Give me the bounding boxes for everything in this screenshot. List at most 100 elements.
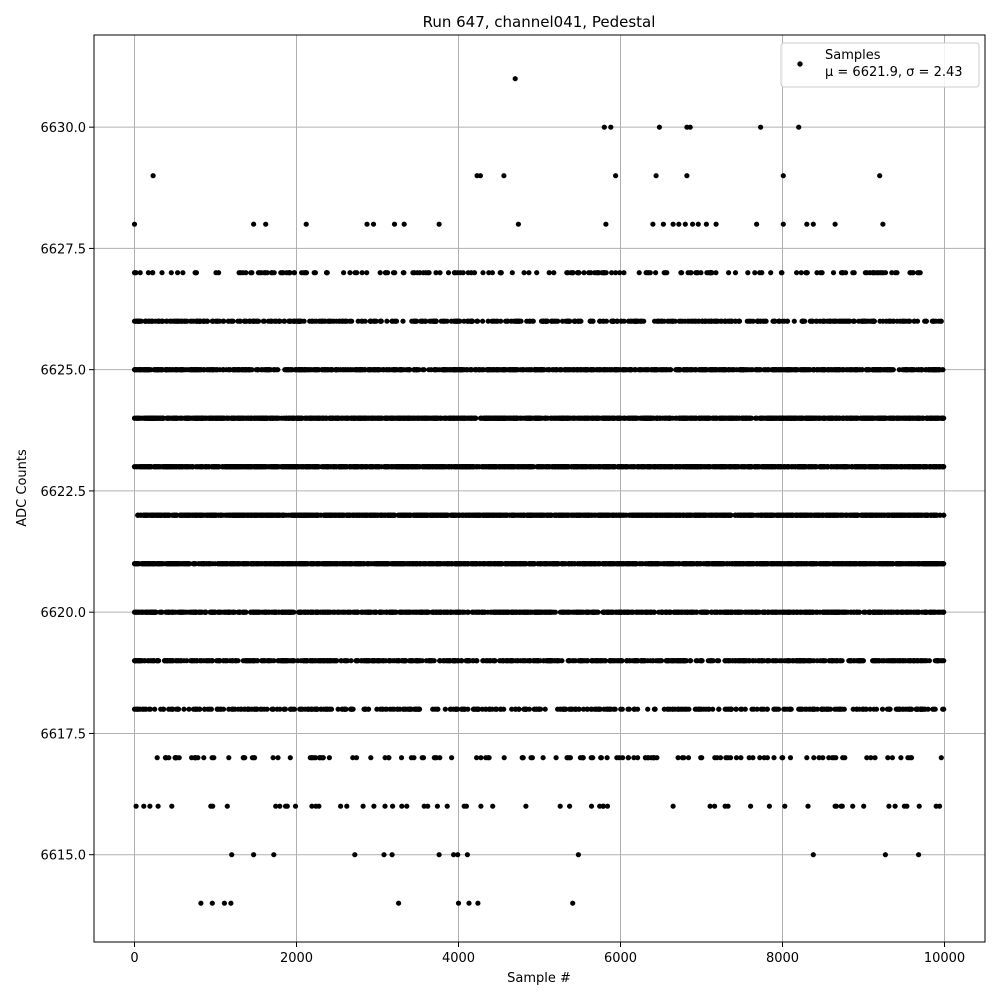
data-point	[916, 415, 922, 421]
data-point	[648, 367, 654, 373]
data-point	[480, 270, 486, 276]
data-point	[878, 464, 884, 470]
data-point	[825, 464, 831, 470]
data-point	[142, 318, 148, 324]
data-point	[752, 464, 759, 470]
data-point	[856, 318, 862, 324]
data-point	[131, 415, 138, 421]
data-point	[840, 367, 846, 373]
data-point	[745, 270, 751, 276]
data-point	[794, 270, 800, 276]
data-point	[941, 464, 947, 470]
data-point	[687, 270, 694, 276]
data-point	[711, 318, 717, 324]
data-point	[139, 367, 145, 373]
data-point	[870, 367, 876, 373]
data-point	[258, 415, 264, 421]
data-point	[694, 270, 700, 276]
data-point	[511, 464, 517, 470]
data-point	[217, 367, 223, 373]
data-point	[653, 367, 659, 373]
data-point	[791, 415, 797, 421]
data-point	[732, 318, 738, 324]
data-point	[589, 367, 595, 373]
data-point	[843, 270, 849, 276]
data-point	[564, 270, 570, 276]
data-point	[344, 415, 350, 421]
data-point	[401, 270, 407, 276]
data-point	[248, 270, 254, 276]
data-point	[175, 270, 181, 276]
data-point	[555, 415, 561, 421]
data-point	[908, 270, 914, 276]
data-point	[709, 367, 715, 373]
data-point	[567, 415, 574, 421]
data-point	[231, 415, 237, 421]
data-point	[183, 464, 189, 470]
data-point	[549, 318, 555, 324]
data-point	[437, 270, 443, 276]
data-point	[411, 367, 417, 373]
data-point	[784, 318, 791, 324]
data-point	[321, 367, 327, 373]
data-point	[307, 415, 313, 421]
data-point	[678, 270, 684, 276]
data-point	[726, 415, 732, 421]
data-point	[721, 367, 727, 373]
data-point	[758, 318, 764, 324]
data-point	[926, 464, 933, 470]
data-point	[534, 415, 540, 421]
data-point	[750, 318, 756, 324]
data-point	[768, 270, 774, 276]
data-point	[613, 270, 619, 276]
data-point	[769, 464, 776, 470]
data-point	[870, 270, 876, 276]
data-point	[896, 367, 902, 373]
data-point	[666, 367, 672, 373]
data-point	[695, 318, 701, 324]
data-point	[373, 318, 379, 324]
data-point	[322, 318, 328, 324]
data-point	[626, 415, 632, 421]
data-point	[226, 367, 232, 373]
data-point	[546, 270, 552, 276]
data-point	[559, 318, 566, 324]
data-point	[486, 367, 492, 373]
data-point	[195, 367, 201, 373]
data-point	[489, 318, 495, 324]
data-point	[158, 367, 164, 373]
data-point	[791, 318, 797, 324]
data-point	[149, 318, 156, 324]
data-point	[273, 415, 279, 421]
data-point	[355, 464, 361, 470]
data-point	[781, 464, 787, 470]
data-point	[744, 367, 750, 373]
data-point	[914, 318, 921, 324]
data-point	[925, 415, 931, 421]
data-point	[141, 464, 147, 470]
data-point	[732, 270, 739, 276]
data-point	[190, 318, 197, 324]
data-point	[213, 270, 219, 276]
data-point	[600, 415, 606, 421]
data-point	[653, 270, 659, 276]
data-point	[314, 464, 320, 470]
data-point	[193, 270, 199, 276]
data-point	[603, 367, 609, 373]
data-point	[830, 270, 837, 276]
data-point	[319, 318, 325, 324]
data-point	[863, 464, 869, 470]
data-point	[341, 270, 347, 276]
data-point	[803, 270, 809, 276]
data-point	[403, 415, 409, 421]
data-point	[532, 367, 538, 373]
data-point	[425, 464, 431, 470]
data-point	[905, 464, 911, 470]
data-point	[509, 367, 515, 373]
data-point	[215, 318, 221, 324]
data-point	[829, 415, 835, 421]
data-point	[941, 415, 947, 421]
data-point	[218, 415, 224, 421]
data-point	[229, 464, 235, 470]
data-point	[136, 318, 142, 324]
